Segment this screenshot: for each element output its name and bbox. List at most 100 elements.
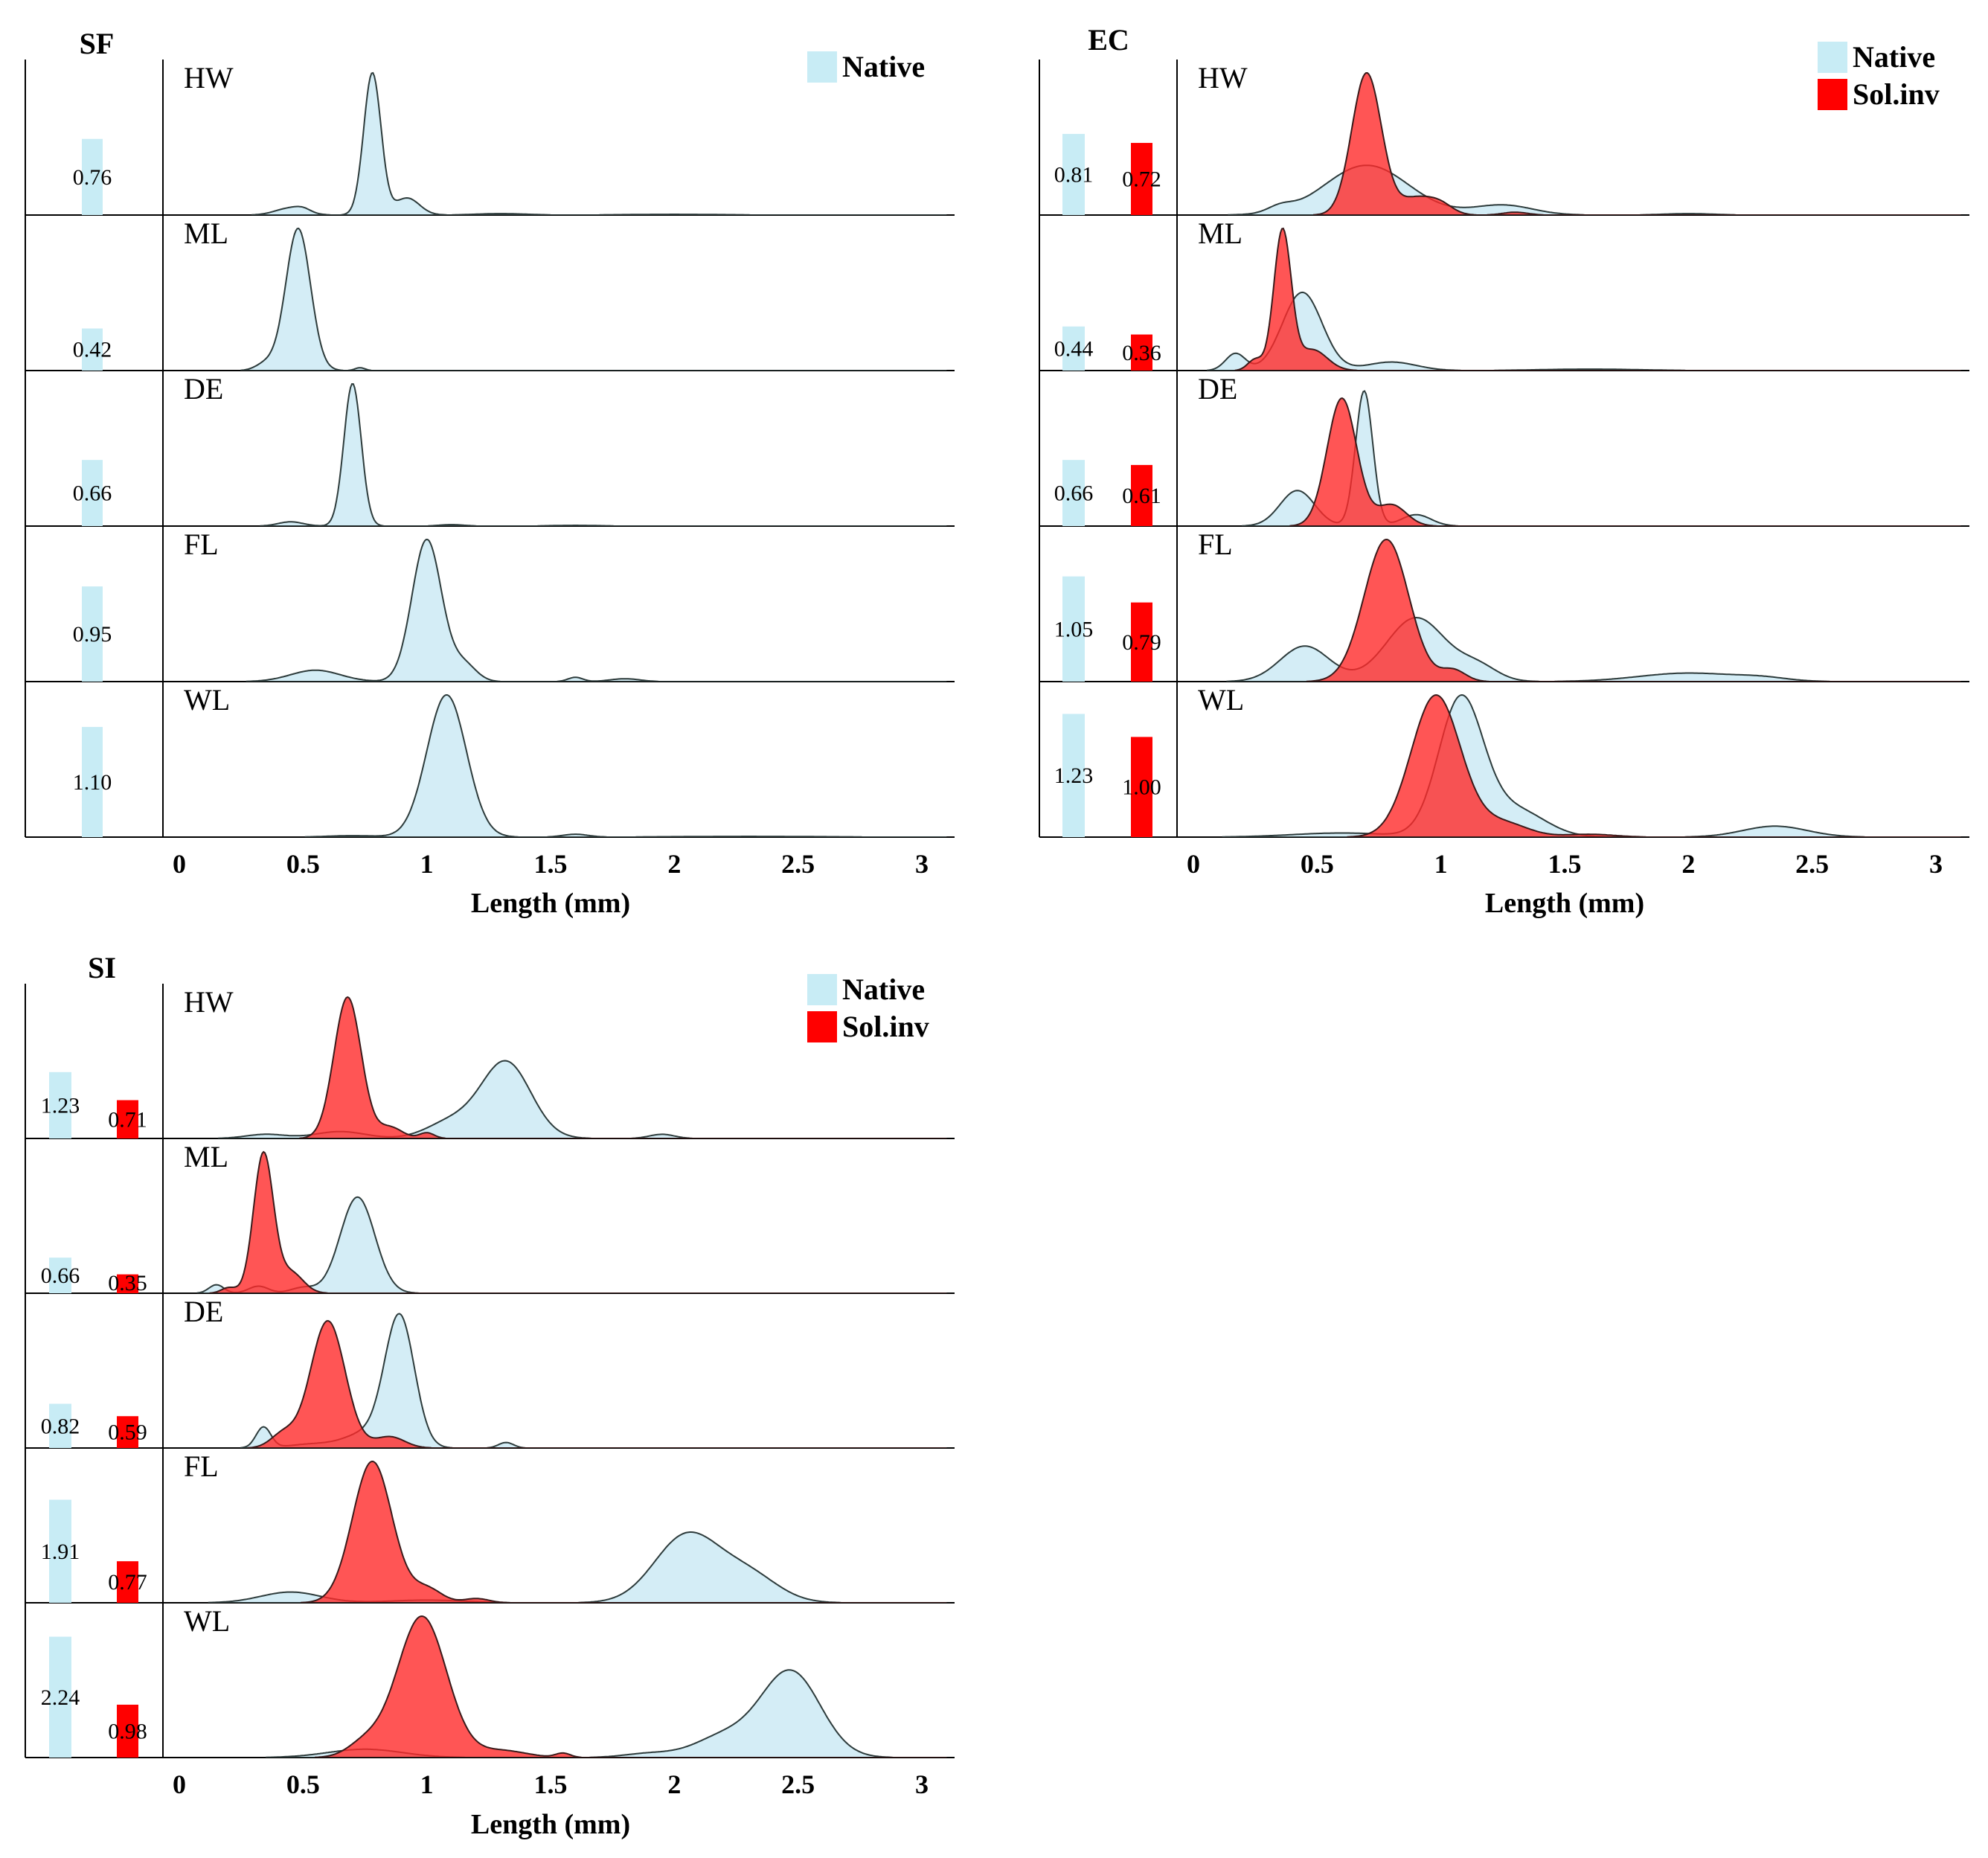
bar-value-label: 0.72 bbox=[1122, 167, 1161, 192]
mean-bar-native bbox=[82, 138, 103, 215]
bar-value-label: 1.05 bbox=[1054, 617, 1094, 641]
density-group bbox=[196, 1150, 947, 1293]
x-tick-label: 3 bbox=[915, 1769, 929, 1799]
bar-value-label: 1.91 bbox=[41, 1540, 80, 1564]
trait-label: HW bbox=[184, 61, 234, 94]
density-group bbox=[251, 71, 947, 215]
density-group bbox=[260, 382, 947, 526]
trait-label: FL bbox=[184, 1449, 219, 1483]
legend: Native bbox=[807, 50, 925, 83]
x-tick-label: 0.5 bbox=[1301, 849, 1334, 879]
bar-value-label: 0.82 bbox=[41, 1414, 80, 1438]
panel-title: SF bbox=[80, 27, 115, 60]
x-tick-label: 3 bbox=[1929, 849, 1943, 879]
mean-bar-native bbox=[82, 460, 103, 526]
mean-bar-native bbox=[82, 328, 103, 371]
legend-swatch-sol-inv bbox=[1818, 79, 1847, 110]
density-native bbox=[246, 538, 947, 682]
density-group bbox=[217, 996, 947, 1138]
x-axis-title: Length (mm) bbox=[1485, 888, 1644, 919]
trait-row-hw: HW 0.81 0.72 bbox=[1039, 61, 1969, 216]
mean-bar-sol-inv bbox=[1131, 737, 1152, 837]
density-group bbox=[246, 538, 947, 682]
mean-bar-sol-inv bbox=[117, 1100, 138, 1138]
density-sol-inv bbox=[301, 1460, 947, 1603]
mean-bar-native bbox=[1062, 133, 1085, 215]
density-native bbox=[1222, 693, 1961, 837]
trait-label: ML bbox=[184, 217, 228, 250]
x-tick-label: 2.5 bbox=[781, 1769, 815, 1799]
mean-bar-native bbox=[49, 1403, 71, 1448]
x-tick-label: 2.5 bbox=[781, 849, 815, 879]
x-tick-label: 2 bbox=[667, 1769, 681, 1799]
x-tick-label: 3 bbox=[915, 849, 929, 879]
x-axis: 0 0.5 1 1.5 2 2.5 3 Length (mm) bbox=[173, 1769, 929, 1840]
x-axis: 0 0.5 1 1.5 2 2.5 3 Length (mm) bbox=[1187, 849, 1943, 919]
density-sol-inv bbox=[209, 1150, 947, 1293]
bar-value-label: 0.59 bbox=[108, 1420, 147, 1445]
trait-row-hw: HW 1.23 0.71 bbox=[25, 985, 955, 1139]
trait-row-wl: WL 1.10 bbox=[25, 683, 955, 838]
panel-title: SI bbox=[88, 951, 116, 984]
trait-row-ml: ML 0.66 0.35 bbox=[25, 1140, 955, 1295]
mean-bar-native bbox=[1062, 326, 1085, 371]
bar-value-label: 0.76 bbox=[73, 165, 112, 190]
density-native bbox=[260, 382, 947, 526]
density-group bbox=[240, 1313, 947, 1448]
bar-value-label: 0.44 bbox=[1054, 336, 1094, 361]
legend-label-native: Native bbox=[842, 973, 925, 1006]
mean-bar-native bbox=[1062, 714, 1085, 837]
bar-value-label: 1.10 bbox=[73, 770, 112, 795]
trait-label: HW bbox=[184, 985, 234, 1019]
mean-bar-sol-inv bbox=[117, 1561, 138, 1603]
trait-label: FL bbox=[184, 528, 219, 561]
legend-swatch-native bbox=[1818, 42, 1847, 73]
x-axis-title: Length (mm) bbox=[471, 1809, 630, 1840]
mean-bar-native bbox=[49, 1071, 71, 1138]
legend-label-native: Native bbox=[1853, 40, 1935, 74]
bar-value-label: 0.71 bbox=[108, 1107, 147, 1132]
density-group bbox=[208, 1460, 947, 1603]
bar-value-label: 2.24 bbox=[41, 1685, 80, 1710]
bar-value-label: 0.81 bbox=[1054, 162, 1094, 187]
density-sol-inv bbox=[247, 1319, 947, 1448]
trait-row-fl: FL 1.05 0.79 bbox=[1039, 528, 1969, 682]
trait-row-wl: WL 1.23 1.00 bbox=[1039, 683, 1969, 838]
bar-value-label: 0.95 bbox=[73, 622, 112, 647]
legend-swatch-native bbox=[807, 51, 837, 83]
bar-value-label: 0.61 bbox=[1122, 484, 1161, 508]
trait-row-de: DE 0.66 bbox=[25, 372, 955, 527]
trait-label: HW bbox=[1198, 61, 1248, 94]
density-sol-inv bbox=[1234, 227, 1961, 371]
panel-title: EC bbox=[1088, 23, 1129, 57]
legend-swatch-sol-inv bbox=[807, 1011, 837, 1042]
mean-bar-sol-inv bbox=[1131, 143, 1152, 215]
trait-label: DE bbox=[184, 1295, 223, 1328]
x-tick-label: 1 bbox=[1434, 849, 1448, 879]
trait-row-ml: ML 0.44 0.36 bbox=[1039, 217, 1969, 371]
trait-row-fl: FL 1.91 0.77 bbox=[25, 1449, 955, 1604]
x-axis: 0 0.5 1 1.5 2 2.5 3 Length (mm) bbox=[173, 849, 929, 919]
density-group bbox=[1226, 538, 1961, 682]
density-native bbox=[240, 227, 947, 371]
density-native bbox=[208, 1531, 947, 1603]
bar-value-label: 0.98 bbox=[108, 1719, 147, 1743]
mean-bar-sol-inv bbox=[117, 1416, 138, 1448]
density-group bbox=[1207, 227, 1961, 371]
x-tick-label: 2 bbox=[667, 849, 681, 879]
density-group bbox=[1242, 390, 1961, 526]
trait-label: DE bbox=[184, 372, 223, 406]
trait-row-de: DE 0.66 0.61 bbox=[1039, 372, 1969, 527]
x-tick-label: 1.5 bbox=[534, 849, 568, 879]
x-axis-title: Length (mm) bbox=[471, 888, 630, 919]
mean-bar-native bbox=[49, 1499, 71, 1603]
bar-value-label: 0.36 bbox=[1122, 341, 1161, 365]
bar-value-label: 0.79 bbox=[1122, 630, 1161, 655]
trait-label: WL bbox=[184, 1604, 230, 1638]
legend-label-sol-inv: Sol.inv bbox=[1853, 77, 1940, 111]
density-sol-inv bbox=[1289, 397, 1961, 526]
bar-value-label: 0.66 bbox=[1054, 481, 1094, 506]
trait-row-de: DE 0.82 0.59 bbox=[25, 1295, 955, 1449]
